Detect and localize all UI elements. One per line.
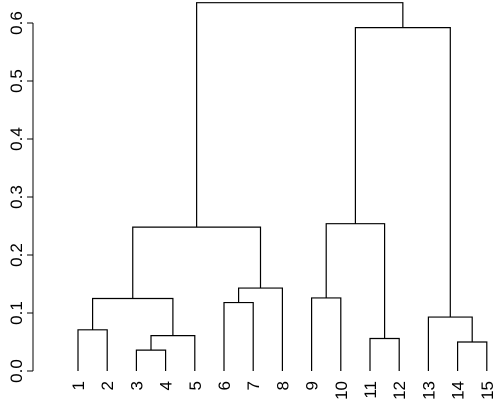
leaf-labels: 1 2 3 4 5 6 7 8 9 10 11 12 13 14 15 (69, 381, 494, 400)
dendrogram-branch (238, 287, 283, 371)
dendrogram-branch (427, 316, 473, 371)
dendrogram-branch (311, 297, 342, 371)
leaf-label: 12 (390, 381, 409, 400)
dendrogram-branch (325, 223, 386, 339)
leaf-label: 4 (157, 381, 176, 390)
y-tick-label: 0.0 (7, 359, 26, 383)
leaf-label: 2 (98, 381, 117, 390)
leaf-label: 9 (303, 381, 322, 390)
leaf-label: 10 (332, 381, 351, 400)
dendrogram-branches (77, 2, 488, 371)
y-tick-label: 0.2 (7, 243, 26, 267)
dendrogram-branch (135, 349, 167, 371)
y-tick-label: 0.5 (7, 69, 26, 93)
y-tick-label: 0.6 (7, 11, 26, 35)
y-tick-label: 0.3 (7, 185, 26, 209)
leaf-label: 8 (273, 381, 292, 390)
dendrogram-branch (457, 341, 488, 371)
dendrogram-branch (77, 329, 108, 371)
leaf-label: 6 (215, 381, 234, 390)
y-tick-label: 0.4 (7, 127, 26, 151)
leaf-label: 11 (361, 381, 380, 399)
leaf-label: 7 (244, 381, 263, 390)
dendrogram-branch (354, 27, 451, 318)
leaf-label: 3 (127, 381, 146, 390)
leaf-label: 5 (186, 381, 205, 390)
dendrogram-branch (196, 2, 404, 228)
dendrogram-branch (369, 337, 400, 371)
leaf-label: 14 (449, 381, 468, 400)
dendrogram-branch (150, 335, 196, 371)
leaf-label: 1 (69, 381, 88, 390)
dendrogram-branch (223, 301, 254, 371)
leaf-label: 15 (478, 381, 494, 400)
y-tick-label: 0.1 (7, 301, 26, 325)
y-axis: 0.0 0.1 0.2 0.3 0.4 0.5 0.6 (7, 11, 34, 383)
leaf-label: 13 (419, 381, 438, 400)
